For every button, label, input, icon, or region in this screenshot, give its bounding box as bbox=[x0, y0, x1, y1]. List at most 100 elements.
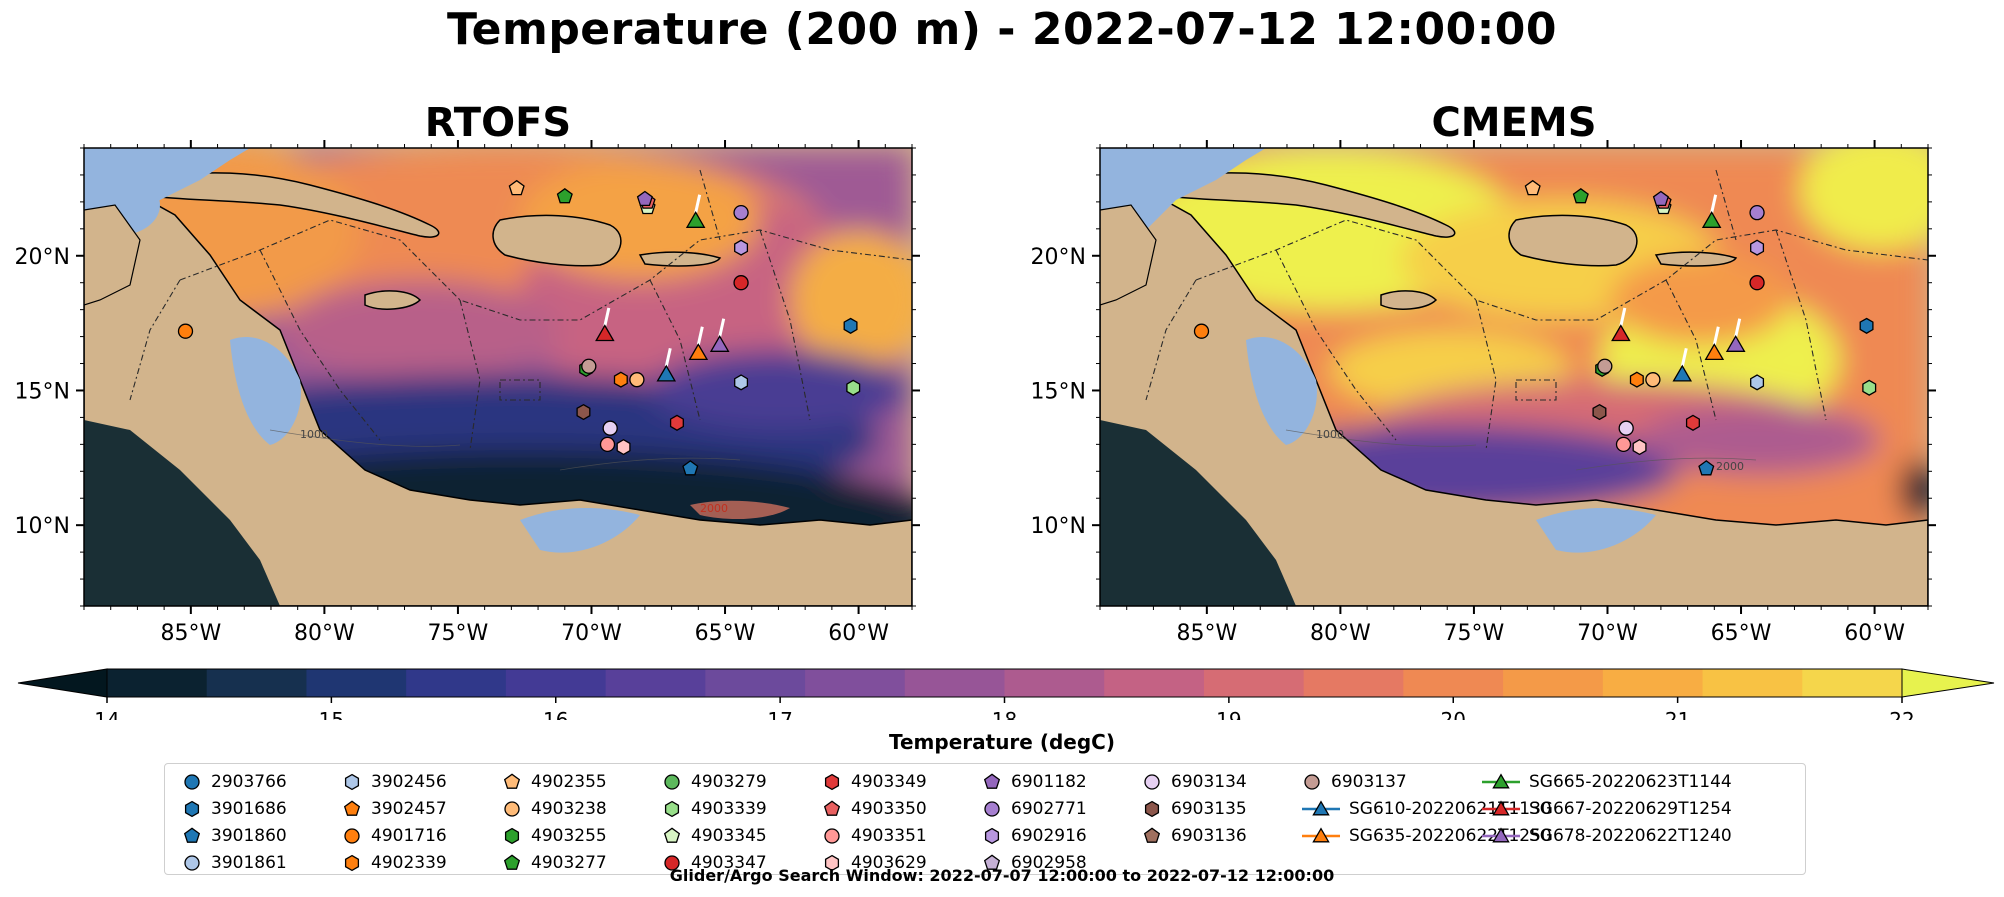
colorbar-segment bbox=[1702, 669, 1803, 697]
legend-item: 3901860 bbox=[181, 822, 287, 849]
legend-symbol bbox=[1492, 799, 1510, 815]
colorbar-segment bbox=[904, 669, 1006, 697]
legend-item: 4903349 bbox=[821, 768, 927, 795]
colorbar-segment bbox=[1602, 669, 1704, 697]
float-marker-6902771 bbox=[733, 205, 749, 221]
legend-marker bbox=[184, 773, 200, 790]
colorbar-segment bbox=[1203, 669, 1305, 697]
markers-cmems bbox=[1193, 179, 1877, 476]
legend-item: 4902355 bbox=[501, 768, 607, 795]
float-marker-4902339 bbox=[1629, 371, 1644, 388]
legend-marker bbox=[984, 827, 1000, 844]
legend-marker bbox=[184, 854, 200, 871]
legend-marker bbox=[1482, 772, 1520, 788]
legend-label: 4903351 bbox=[851, 825, 927, 846]
legend-item: 6903136 bbox=[1141, 822, 1247, 849]
legend-label: 4903238 bbox=[531, 798, 607, 819]
legend-symbol bbox=[824, 773, 840, 790]
glider-marker bbox=[709, 335, 730, 352]
float-marker-4903349 bbox=[1685, 414, 1700, 431]
colorbar-segment bbox=[206, 669, 308, 697]
legend-symbol bbox=[344, 773, 360, 790]
colorbar-tick-label: 21 bbox=[1665, 708, 1690, 720]
float-marker-4903277 bbox=[1572, 187, 1589, 204]
glider-marker bbox=[595, 324, 615, 342]
legend-marker bbox=[664, 854, 680, 871]
legend-item: 4903347 bbox=[661, 849, 767, 876]
y-tick-label: 10°N bbox=[15, 514, 70, 539]
legend-symbol bbox=[824, 854, 840, 871]
x-tick-label: 85°W bbox=[160, 621, 221, 646]
legend-marker bbox=[824, 854, 840, 871]
legend-symbol bbox=[823, 799, 841, 816]
float-marker-4903277 bbox=[556, 187, 573, 204]
legend-label: 6902771 bbox=[1011, 798, 1087, 819]
float-marker-6903134 bbox=[602, 420, 618, 436]
legend-label: 6902916 bbox=[1011, 825, 1087, 846]
legend-symbol bbox=[503, 853, 521, 870]
float-marker-4902355 bbox=[1524, 179, 1541, 196]
float-marker-4903339 bbox=[1862, 379, 1877, 396]
float-marker-4903347 bbox=[733, 275, 749, 291]
float-marker-4902339 bbox=[613, 371, 628, 388]
colorbar-tick-label: 14 bbox=[94, 708, 119, 720]
legend-item: 6902958 bbox=[981, 849, 1087, 876]
legend-item: 6903135 bbox=[1141, 795, 1247, 822]
panel-title-rtofs: RTOFS bbox=[424, 100, 572, 146]
contour-label-2000-rtofs: 2000 bbox=[700, 502, 728, 515]
glider-marker bbox=[1701, 210, 1722, 228]
glider-track bbox=[1712, 326, 1720, 346]
float-marker-3901686 bbox=[843, 317, 858, 334]
legend-label: 6901182 bbox=[1011, 771, 1087, 792]
legend-marker bbox=[1304, 773, 1320, 790]
glider-marker bbox=[1725, 335, 1746, 352]
colorbar-tick-label: 22 bbox=[1889, 708, 1914, 720]
legend-item: 6903134 bbox=[1141, 768, 1247, 795]
legend-item: 4903345 bbox=[661, 822, 767, 849]
glider-track bbox=[664, 347, 672, 367]
legend-marker bbox=[1482, 826, 1520, 842]
legend-column: 4903279 4903339 4903345 4903347 bbox=[661, 768, 767, 876]
legend-item: 6902771 bbox=[981, 795, 1087, 822]
legend-item: 6903137 bbox=[1301, 768, 1552, 795]
colorbar-tick-label: 16 bbox=[543, 708, 568, 720]
legend-marker bbox=[663, 826, 681, 843]
y-tick-label: 10°N bbox=[1031, 514, 1086, 539]
legend-column: 4903349 4903350 4903351 4903629 bbox=[821, 768, 927, 876]
legend-item: 3901861 bbox=[181, 849, 287, 876]
legend-symbol bbox=[184, 854, 200, 871]
legend-marker bbox=[1302, 826, 1340, 842]
legend-item: SG678-20220622T1240 bbox=[1481, 822, 1732, 849]
legend-label: 6903136 bbox=[1171, 825, 1247, 846]
land-cmems bbox=[1100, 148, 1928, 606]
glider-marker bbox=[1704, 343, 1725, 361]
map-panel-cmems: 1000 2000 bbox=[1100, 148, 1928, 606]
float-marker-4903238 bbox=[1645, 372, 1661, 388]
colorbar-extend-over bbox=[1901, 668, 1995, 698]
legend-item: 4903351 bbox=[821, 822, 927, 849]
colorbar-tick-label: 20 bbox=[1441, 708, 1466, 720]
legend-label: 4901716 bbox=[371, 825, 447, 846]
legend-item: 6902916 bbox=[981, 822, 1087, 849]
float-marker-4903629 bbox=[616, 438, 631, 456]
colorbar-segment bbox=[805, 669, 906, 697]
legend-column: 6903134 6903135 6903136 bbox=[1141, 768, 1247, 849]
legend-label: 4903349 bbox=[851, 771, 927, 792]
legend-symbol bbox=[824, 827, 840, 844]
legend-marker bbox=[823, 799, 841, 816]
glider-track bbox=[1619, 307, 1627, 327]
glider-marker bbox=[688, 343, 709, 361]
legend-symbol bbox=[1492, 772, 1510, 788]
legend-symbol bbox=[983, 853, 1001, 870]
legend-label: 3901861 bbox=[211, 852, 287, 873]
legend-item: SG667-20220629T1254 bbox=[1481, 795, 1732, 822]
legend-label: 3901860 bbox=[211, 825, 287, 846]
legend-column: 4902355 4903238 4903255 4903277 bbox=[501, 768, 607, 876]
legend-item: 4903279 bbox=[661, 768, 767, 795]
colorbar-tick-label: 18 bbox=[992, 708, 1017, 720]
legend-marker bbox=[344, 827, 360, 844]
legend-label: 4903345 bbox=[691, 825, 767, 846]
legend-label: SG678-20220622T1240 bbox=[1529, 825, 1732, 846]
depth-contours-rtofs bbox=[269, 429, 741, 471]
legend-item: 4902339 bbox=[341, 849, 447, 876]
